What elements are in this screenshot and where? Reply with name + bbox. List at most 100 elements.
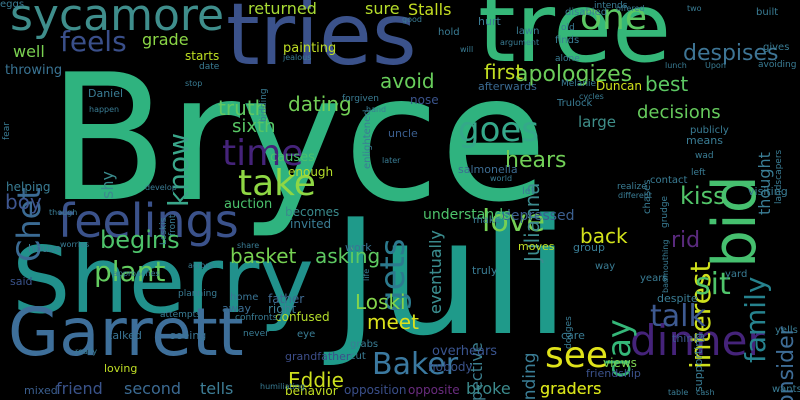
word-work: work bbox=[345, 241, 372, 254]
word-best: best bbox=[645, 72, 689, 96]
word-offered: offered bbox=[616, 4, 645, 13]
word-stalls: Stalls bbox=[408, 0, 452, 19]
word-take: take bbox=[238, 163, 316, 204]
word-landscapers: landscapers bbox=[774, 150, 784, 205]
word-know: know bbox=[162, 133, 195, 208]
word-hold: hold bbox=[438, 27, 460, 38]
word-eggs: eggs bbox=[0, 0, 25, 10]
word-two: two bbox=[687, 4, 702, 13]
word-visiting: visiting bbox=[748, 185, 788, 198]
word-hears: hears bbox=[505, 148, 567, 173]
word-seeing: seeing bbox=[170, 329, 207, 342]
word-loski: Loski bbox=[355, 290, 406, 314]
word-kiss: kiss bbox=[680, 182, 726, 210]
word-eventually: eventually bbox=[426, 230, 445, 314]
word-share: share bbox=[237, 241, 260, 250]
word-right: right bbox=[268, 302, 297, 316]
word-becomes: becomes bbox=[285, 205, 340, 219]
word-overhears: overhears bbox=[432, 344, 498, 359]
word-develop: develop bbox=[145, 183, 177, 192]
word-enlightened: enlightened bbox=[362, 109, 373, 169]
word-meet: meet bbox=[367, 310, 419, 334]
word-wants: wants bbox=[772, 384, 800, 395]
word-later: later bbox=[382, 156, 401, 165]
word-basket: basket bbox=[230, 244, 297, 268]
word-built: built bbox=[756, 7, 779, 18]
word-throwing: throwing bbox=[5, 63, 63, 78]
word-returned: returned bbox=[248, 0, 317, 18]
word-care: care bbox=[561, 329, 585, 342]
word-dating: dating bbox=[288, 92, 352, 116]
word-helping: helping bbox=[6, 180, 51, 194]
word-opposite: opposite bbox=[408, 383, 460, 397]
word-painting: painting bbox=[283, 41, 337, 56]
word-baker: Baker bbox=[372, 347, 459, 382]
word-uncle: uncle bbox=[388, 127, 418, 140]
word-causes: causes bbox=[270, 150, 315, 165]
word-humiliating: humiliating bbox=[260, 382, 306, 391]
word-finds: finds bbox=[555, 35, 580, 46]
word-happen: happen bbox=[89, 105, 120, 114]
word-daniel: Daniel bbox=[88, 87, 124, 100]
word-talk: talk bbox=[650, 299, 706, 334]
word-time: time bbox=[222, 133, 304, 174]
word-way: way bbox=[595, 261, 616, 272]
word-worries: worries bbox=[60, 240, 90, 249]
word-apologizes: apologizes bbox=[515, 62, 633, 87]
word-front: front bbox=[168, 214, 178, 236]
word-talked: talked bbox=[108, 329, 142, 342]
word-grudge: grudge bbox=[660, 196, 670, 229]
word-means: means bbox=[686, 134, 723, 147]
word-first: first bbox=[484, 60, 524, 84]
word-yells: yells bbox=[775, 325, 798, 336]
word-world: world bbox=[490, 174, 513, 183]
word-stop: stop bbox=[185, 79, 203, 88]
word-approaches: approaches bbox=[113, 269, 160, 278]
word-juli: Juli bbox=[332, 184, 570, 371]
word-plant: plant bbox=[94, 255, 166, 288]
word-family: family bbox=[739, 276, 772, 363]
word-feels: feels bbox=[60, 25, 127, 58]
word-lawn: lawn bbox=[516, 26, 540, 37]
word-goes: goes bbox=[458, 110, 540, 150]
word-sit: sit bbox=[695, 267, 731, 302]
word-friendship: friendship bbox=[586, 367, 641, 380]
word-well: well bbox=[13, 42, 45, 61]
word-shy: shy bbox=[98, 170, 117, 199]
word-father: father bbox=[268, 292, 305, 306]
word-asking: asking bbox=[315, 244, 381, 268]
word-sixth: sixth bbox=[232, 116, 276, 137]
word-friend: friend bbox=[56, 379, 103, 398]
word-large: large bbox=[578, 113, 617, 131]
word-cash: cash bbox=[696, 388, 715, 397]
word-dodges: dodges bbox=[564, 316, 574, 350]
word-said: said bbox=[10, 275, 33, 288]
word-contact: contact bbox=[650, 175, 688, 186]
word-lunch: lunch bbox=[665, 61, 687, 70]
word-different: different bbox=[618, 191, 652, 200]
word-feelings: feelings bbox=[58, 194, 239, 248]
word-publicly: publicly bbox=[690, 125, 729, 136]
word-auction: auction bbox=[224, 197, 273, 212]
word-afterwards: afterwards bbox=[478, 80, 537, 93]
word-moves: moves bbox=[518, 240, 555, 253]
word-will: will bbox=[460, 45, 474, 54]
word-upon: Upon bbox=[705, 61, 726, 70]
word-jealous: jealous bbox=[283, 53, 312, 62]
word-date: date bbox=[199, 62, 220, 72]
word-fear: fear bbox=[2, 121, 12, 140]
word-melanie: Melanie bbox=[561, 79, 597, 89]
word-trulock: Trulock bbox=[557, 98, 593, 109]
word-never: never bbox=[243, 329, 269, 339]
word-across: across bbox=[188, 261, 214, 270]
word-good: good bbox=[402, 15, 422, 24]
word-tree: tree bbox=[478, 0, 672, 84]
word-truth: truth bbox=[218, 96, 268, 120]
word-eye: eye bbox=[297, 329, 316, 340]
word-despises: despises bbox=[683, 41, 779, 66]
word-cycles: cycles bbox=[579, 92, 604, 101]
word-make: make bbox=[473, 215, 501, 226]
word-intends: intends bbox=[594, 1, 628, 11]
word-away: away bbox=[222, 302, 251, 315]
word-starts: starts bbox=[185, 49, 220, 63]
